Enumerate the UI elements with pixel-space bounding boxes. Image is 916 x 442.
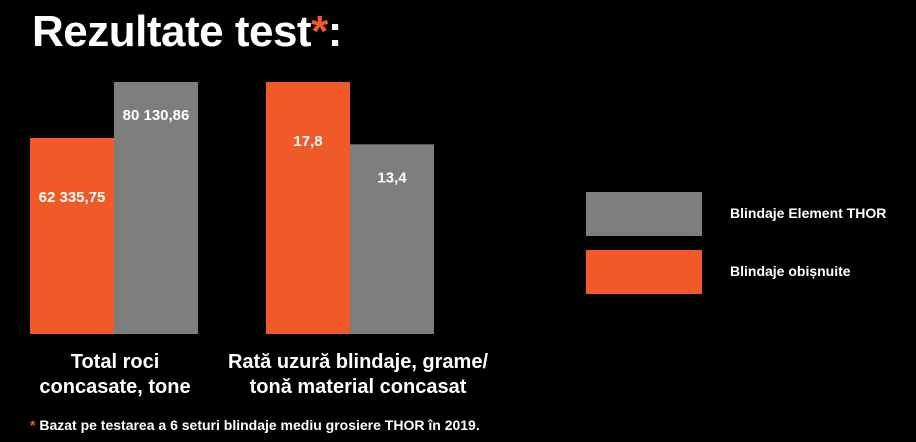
title-asterisk: * (311, 7, 328, 56)
x-category-label-1-line2: concasate, tone (39, 376, 191, 398)
x-category-label-2-line1: Rată uzură blindaje, grame/ (227, 351, 489, 373)
x-category-label-2-line2: tonă material concasat (249, 376, 467, 398)
footnote-asterisk: * (30, 417, 36, 433)
bar-thor-1 (114, 82, 198, 334)
legend-label-standard: Blindaje obișnuite (730, 263, 851, 279)
title-text: Rezultate test (32, 7, 312, 56)
x-category-label-2: Rată uzură blindaje, grame/ tonă materia… (208, 350, 508, 400)
legend-swatch-thor (586, 192, 702, 236)
data-label-standard-1: 62 335,75 (39, 189, 106, 206)
footnote-text: Bazat pe testarea a 6 seturi blindaje me… (39, 417, 480, 433)
x-category-label-1: Total roci concasate, tone (20, 350, 210, 400)
data-label-thor-2: 13,4 (377, 169, 407, 186)
legend-label-thor: Blindaje Element THOR (730, 205, 887, 221)
x-category-label-1-line1: Total roci (70, 351, 160, 373)
footnote: * Bazat pe testarea a 6 seturi blindaje … (30, 417, 480, 433)
title-suffix: : (327, 7, 343, 56)
chart-title: Rezultate test*: (32, 6, 342, 58)
bar-standard-2 (266, 82, 350, 334)
bar-thor-2 (350, 144, 434, 334)
data-label-thor-1: 80 130,86 (123, 107, 190, 124)
bar-standard-1 (30, 137, 114, 334)
legend-swatch-standard (586, 250, 702, 294)
data-label-standard-2: 17,8 (293, 133, 322, 150)
